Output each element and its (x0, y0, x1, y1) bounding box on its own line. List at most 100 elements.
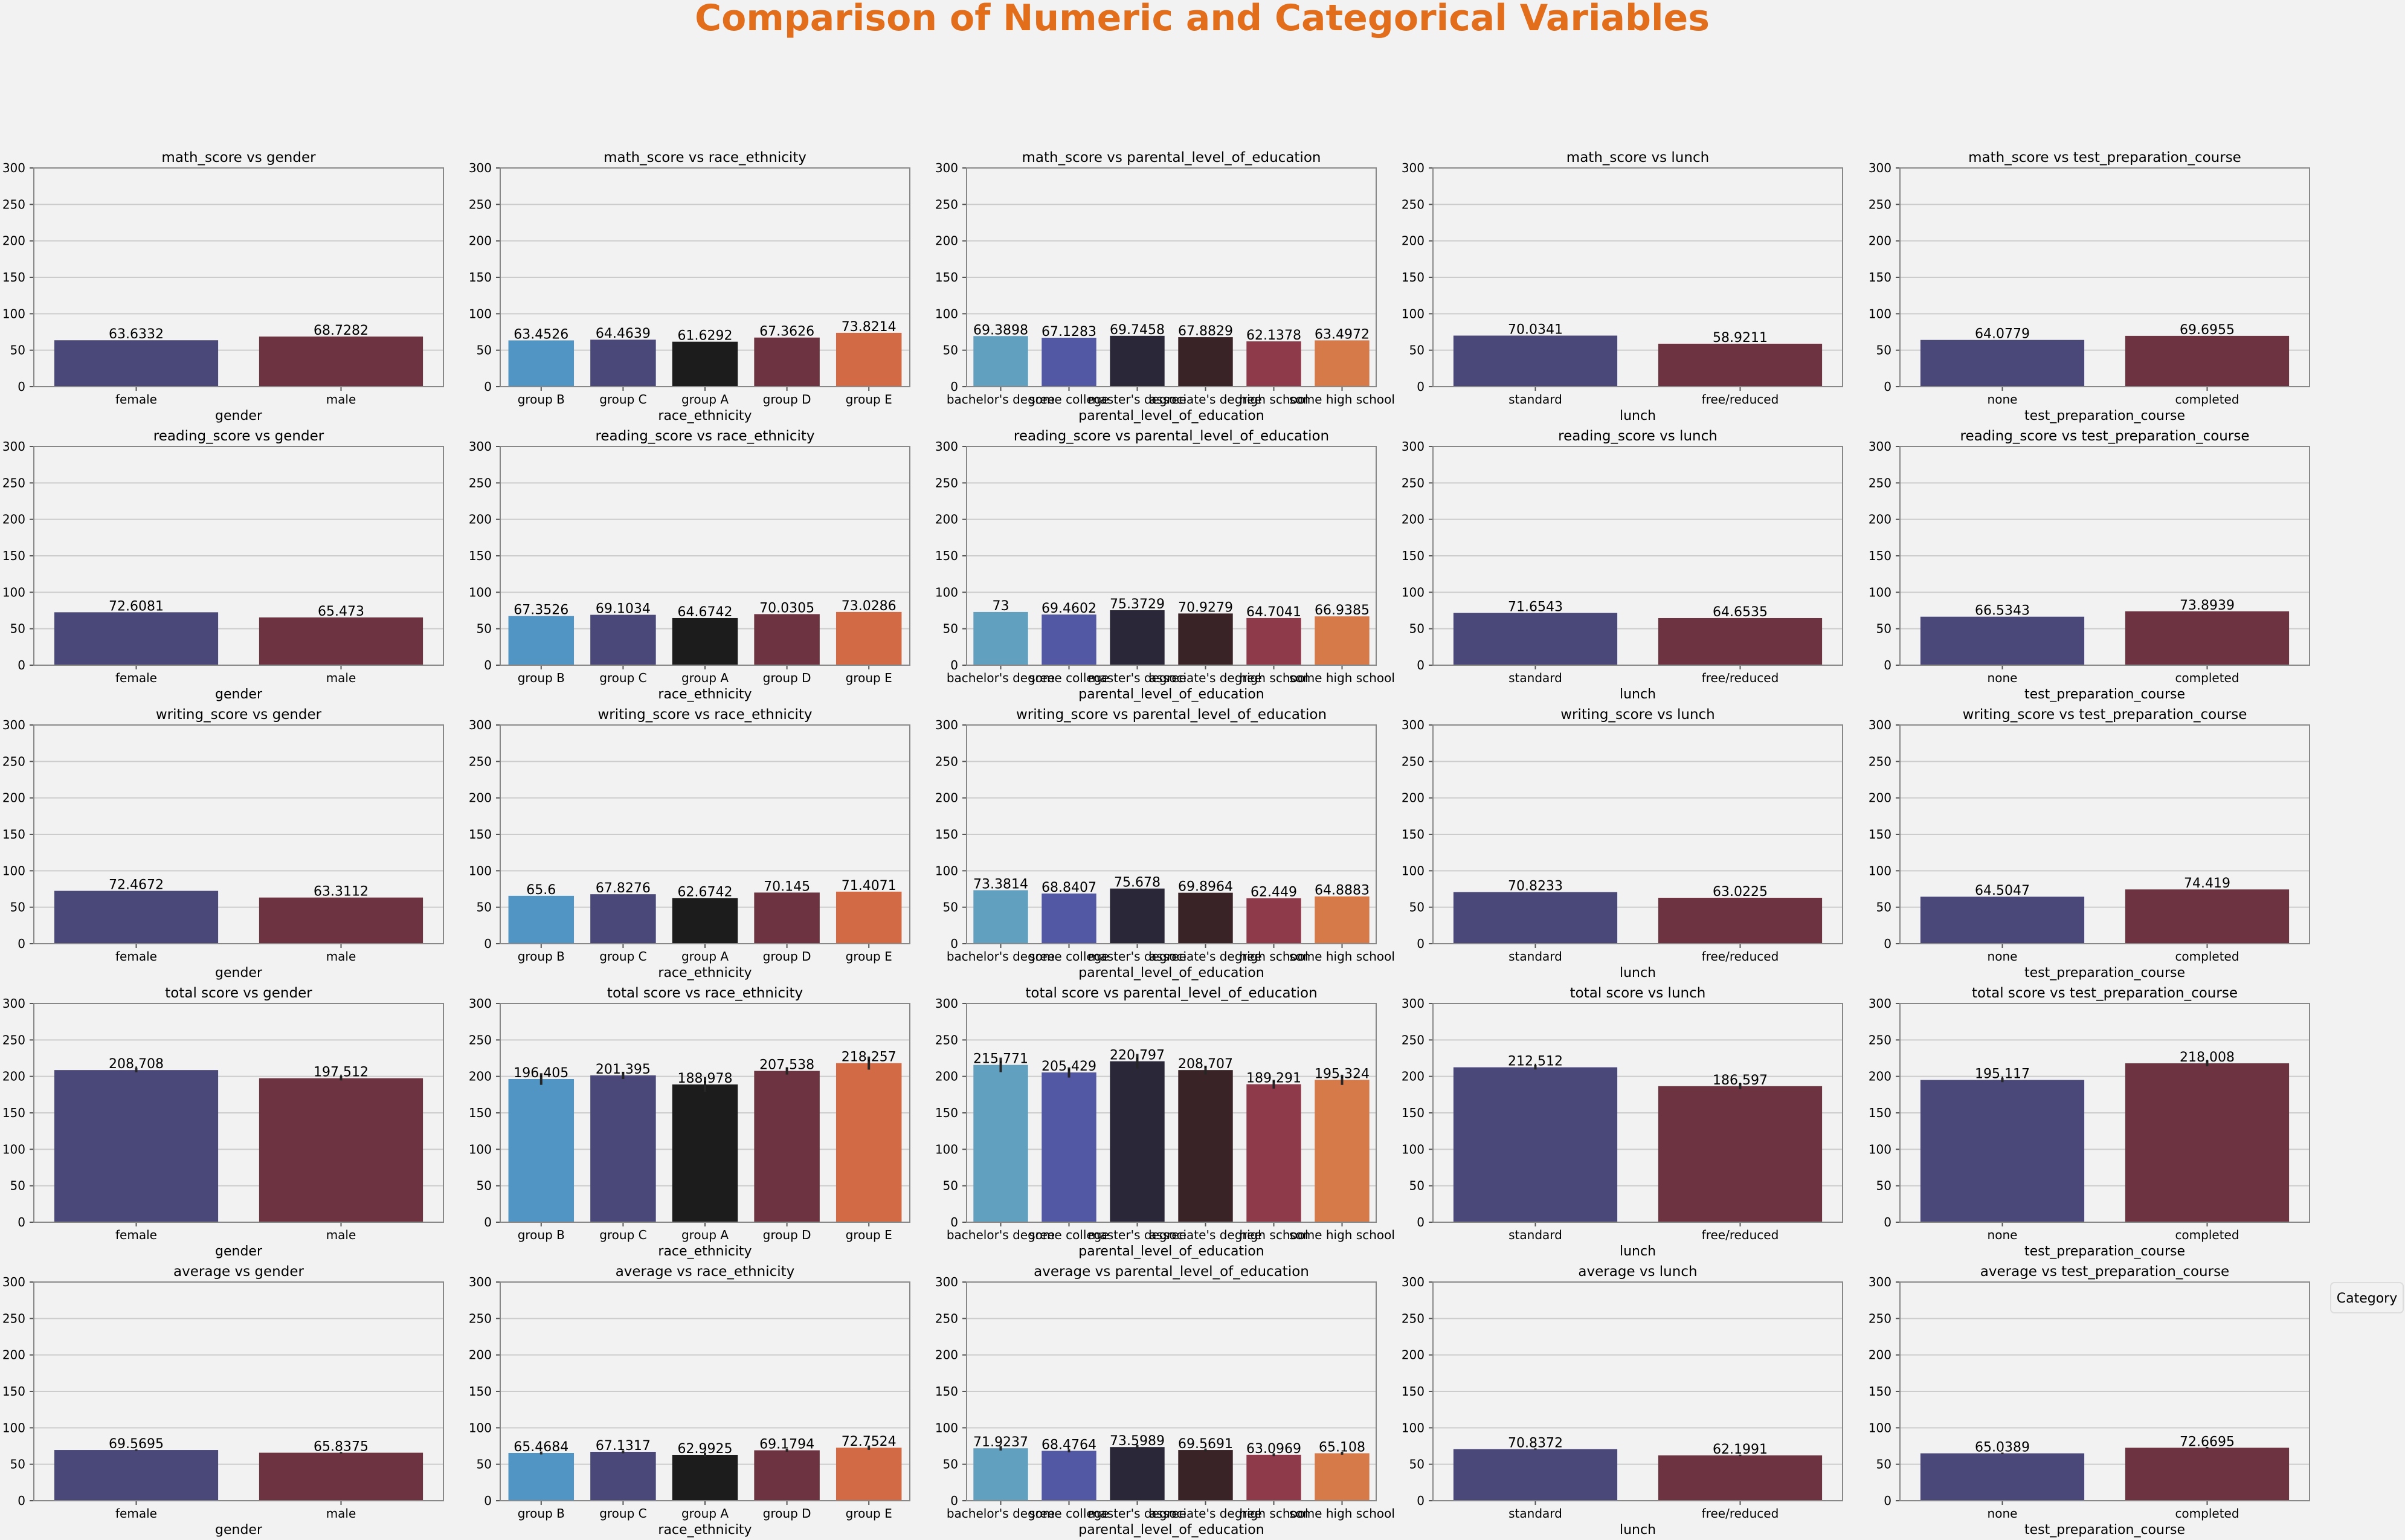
y-tick-label: 50 (943, 900, 958, 915)
x-tick-label: associate's degree (1149, 392, 1262, 407)
x-tick-label: none (1988, 671, 2018, 685)
bar (1246, 1084, 1301, 1222)
bar-value-label: 64.4639 (596, 326, 651, 341)
axes-frame (33, 446, 444, 666)
y-tick-label: 300 (1402, 439, 1425, 454)
y-tick-label: 200 (2, 1069, 25, 1084)
y-tick-label: 200 (469, 512, 492, 527)
x-axis-label: lunch (1620, 1244, 1656, 1259)
axes-frame (1899, 1003, 2310, 1223)
bar (2125, 1448, 2290, 1501)
bar-value-label: 64.6535 (1713, 605, 1768, 620)
x-tick-label: master's degree (1088, 1228, 1186, 1242)
y-tick-label: 200 (1869, 1348, 1891, 1362)
y-tick-label: 150 (469, 1384, 492, 1399)
y-tick-label: 0 (484, 1493, 492, 1508)
axes-frame (1899, 724, 2310, 944)
bar (1920, 616, 2085, 665)
x-tick-label: female (115, 392, 157, 407)
y-tick-label: 250 (935, 1033, 958, 1047)
bar (1658, 617, 1823, 665)
bar-value-label: 70.8372 (1508, 1436, 1563, 1451)
subplot-title: total score vs test_preparation_course (1972, 985, 2238, 1001)
x-tick-label: master's degree (1088, 671, 1186, 685)
x-tick-label: completed (2175, 1228, 2239, 1242)
y-tick-label: 300 (1869, 718, 1891, 732)
x-tick-label: high school (1239, 1506, 1308, 1521)
y-tick-label: 200 (1402, 1348, 1425, 1362)
bar (590, 614, 656, 665)
y-tick-label: 150 (935, 549, 958, 563)
subplot-title: writing_score vs race_ethnicity (598, 707, 813, 723)
bar-value-label: 208.707 (1178, 1057, 1233, 1072)
y-tick-label: 250 (2, 754, 25, 768)
y-tick-label: 250 (2, 1311, 25, 1326)
y-tick-label: 0 (1417, 936, 1425, 951)
y-tick-label: 200 (935, 1069, 958, 1084)
subplot: 0 50 100 150 200 250 300 63.6332 female 68.7282 ma… (2, 150, 444, 424)
bar-value-label: 212.512 (1508, 1054, 1563, 1069)
bar-value-label: 69.8964 (1178, 880, 1233, 895)
x-axis-label: lunch (1620, 687, 1656, 702)
bar-value-label: 58.9211 (1713, 330, 1768, 346)
x-tick-label: group B (518, 1506, 565, 1521)
bar-value-label: 73.8214 (842, 320, 897, 335)
subplot-title: average vs race_ethnicity (616, 1264, 795, 1280)
y-tick-label: 150 (1402, 1384, 1425, 1399)
subplot: 0 50 100 150 200 250 300 65.6 group B 67.8276 grou… (469, 707, 910, 981)
bar (835, 1063, 902, 1222)
y-tick-label: 200 (2, 791, 25, 805)
x-tick-label: master's degree (1088, 392, 1186, 407)
subplot: 0 50 100 150 200 250 300 66.5343 none 73.8939 comp… (1869, 428, 2310, 702)
y-tick-label: 100 (2, 585, 25, 599)
x-tick-label: group C (599, 1506, 646, 1521)
y-tick-label: 50 (1409, 1457, 1425, 1472)
bar (973, 611, 1028, 665)
subplot-title: total score vs lunch (1570, 985, 1706, 1001)
bar (835, 891, 902, 944)
x-tick-label: group D (763, 1506, 811, 1521)
y-tick-label: 300 (1402, 718, 1425, 732)
x-tick-label: standard (1508, 949, 1562, 964)
x-tick-label: female (115, 1506, 157, 1521)
y-tick-label: 50 (477, 622, 492, 636)
subplot: 0 50 100 150 200 250 300 212.512 standard 186.597… (1402, 985, 1843, 1259)
y-tick-label: 250 (1869, 1033, 1891, 1047)
legend: Category (2330, 1282, 2404, 1313)
y-tick-label: 100 (1402, 585, 1425, 599)
subplot-grid: 0 50 100 150 200 250 300 63.6332 female 68.7282 ma… (2, 150, 2310, 1538)
bar (1658, 1455, 1823, 1501)
bar (590, 1075, 656, 1222)
x-axis-label: race_ethnicity (658, 1244, 752, 1259)
x-tick-label: high school (1239, 392, 1308, 407)
x-axis-label: test_preparation_course (2024, 1244, 2185, 1259)
y-tick-label: 0 (18, 936, 25, 951)
subplot: 0 50 100 150 200 250 300 208.708 female 197.512 ma… (2, 985, 444, 1259)
bar (2125, 335, 2290, 387)
y-tick-label: 250 (1402, 197, 1425, 211)
y-tick-label: 250 (1402, 1033, 1425, 1047)
y-tick-label: 0 (18, 1215, 25, 1229)
bar (973, 1065, 1028, 1222)
y-tick-label: 200 (469, 234, 492, 248)
bar (973, 890, 1028, 944)
bar-value-label: 69.4602 (1042, 601, 1096, 616)
y-tick-label: 100 (1869, 1420, 1891, 1435)
x-tick-label: group A (681, 1506, 729, 1521)
y-tick-label: 150 (469, 827, 492, 842)
bar-value-label: 71.4071 (842, 878, 897, 894)
y-tick-label: 250 (1869, 1311, 1891, 1326)
bar-value-label: 68.8407 (1042, 880, 1096, 895)
bar (1453, 613, 1618, 665)
y-tick-label: 0 (950, 379, 958, 394)
x-tick-label: bachelor's degree (947, 949, 1055, 964)
bar (1110, 610, 1165, 665)
y-tick-label: 50 (477, 343, 492, 358)
y-tick-label: 150 (935, 827, 958, 842)
bar (1042, 337, 1096, 387)
bar-value-label: 195.117 (1975, 1067, 2030, 1082)
subplot-title: writing_score vs lunch (1560, 707, 1715, 723)
bar-value-label: 62.1378 (1246, 328, 1301, 343)
bar (1042, 614, 1096, 665)
y-tick-label: 200 (1402, 234, 1425, 248)
